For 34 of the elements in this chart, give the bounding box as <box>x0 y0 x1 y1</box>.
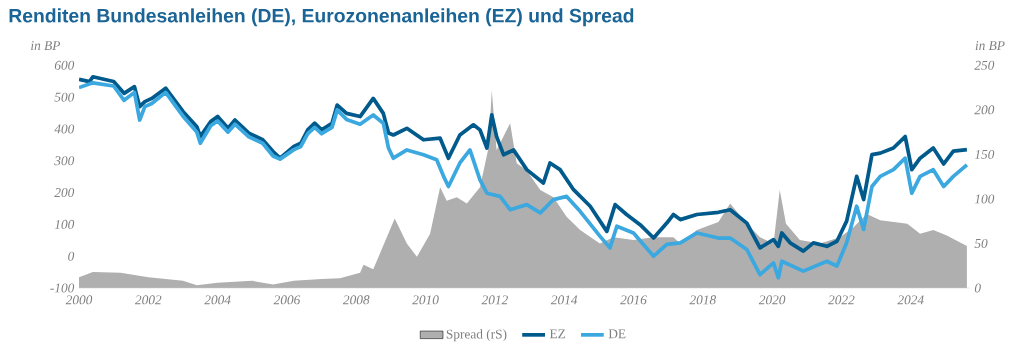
y-tick-label: 300 <box>54 156 75 166</box>
legend-label: EZ <box>549 329 566 339</box>
y2-tick-label: 0 <box>974 283 981 293</box>
legend-label: DE <box>608 329 626 339</box>
line-series <box>79 74 969 253</box>
x-tick-label: 2002 <box>135 295 162 305</box>
x-tick-label: 2024 <box>897 295 924 305</box>
x-tick-label: 2020 <box>758 295 786 305</box>
x-tick-label: 2000 <box>65 295 93 305</box>
y2-tick-label: 200 <box>974 105 995 115</box>
y-tick-label: 100 <box>54 219 75 229</box>
y-tick-label: 400 <box>54 124 75 134</box>
y2-tick-label: 100 <box>974 194 995 204</box>
x-tick-label: 2012 <box>481 295 508 305</box>
y-tick-label: 600 <box>54 60 75 70</box>
y-axis-title: in BP <box>31 41 61 50</box>
legend-label: Spread (rS) <box>446 329 507 342</box>
x-tick-label: 2016 <box>620 295 647 305</box>
x-tick-label: 2004 <box>204 295 231 305</box>
y2-axis-title: in BP <box>975 41 1005 50</box>
y2-tick-label: 250 <box>974 60 995 70</box>
y-tick-label: 200 <box>54 188 75 198</box>
x-tick-label: 2010 <box>412 295 439 305</box>
y2-tick-label: 50 <box>974 238 988 248</box>
x-tick-label: 2006 <box>273 295 301 305</box>
y-tick-label: -100 <box>50 283 75 293</box>
chart-title: Renditen Bundesanleihen (DE), Eurozonenanleihen (EZ) und Spread <box>9 8 634 27</box>
x-tick-label: 2008 <box>342 295 370 305</box>
y-tick-label: 500 <box>54 92 75 102</box>
x-tick-label: 2018 <box>689 295 717 305</box>
y2-tick-label: 150 <box>974 149 995 159</box>
y-tick-label: 0 <box>68 251 75 261</box>
x-tick-label: 2022 <box>828 295 855 305</box>
x-tick-label: 2014 <box>550 295 578 305</box>
